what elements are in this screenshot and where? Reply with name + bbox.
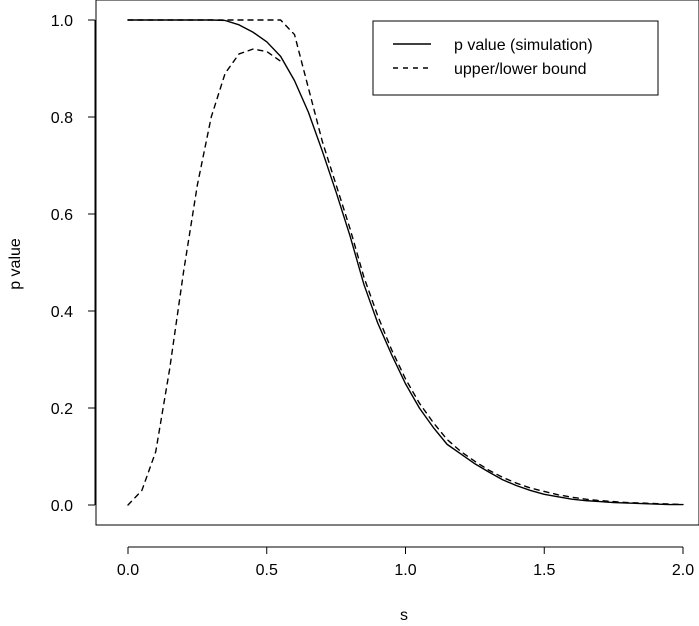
- legend-label-0: p value (simulation): [454, 37, 593, 54]
- series-line-1-segment-1: [127, 48, 282, 506]
- y-tick-label-4: 0.8: [51, 110, 73, 127]
- axes-layer: 0.0 0.5 1.0 1.5 2.0 0.0 0.2 0.4 0.6 0.8 1.0 s p valu…: [7, 13, 694, 624]
- x-axis-title: s: [400, 607, 408, 624]
- series-line-1-segment-0: [127, 19, 684, 506]
- x-tick-label-3: 1.5: [533, 562, 555, 579]
- x-tick-label-1: 0.5: [256, 562, 278, 579]
- legend-label-1: upper/lower bound: [454, 61, 587, 78]
- y-tick-label-5: 1.0: [51, 13, 73, 30]
- plot-area: [95, 0, 699, 526]
- y-tick-label-0: 0.0: [51, 498, 73, 515]
- legend-box: [372, 20, 659, 96]
- y-tick-label-3: 0.6: [51, 207, 73, 224]
- series-layer: [127, 19, 684, 506]
- legend: p value (simulation) upper/lower bound: [372, 20, 659, 96]
- y-tick-label-2: 0.4: [51, 304, 73, 321]
- y-tick-label-1: 0.2: [51, 401, 73, 418]
- y-axis-title: p value: [7, 238, 24, 290]
- x-tick-label-0: 0.0: [117, 562, 139, 579]
- plot-frame: [95, 0, 699, 526]
- x-tick-label-2: 1.0: [394, 562, 416, 579]
- x-tick-label-4: 2.0: [672, 562, 694, 579]
